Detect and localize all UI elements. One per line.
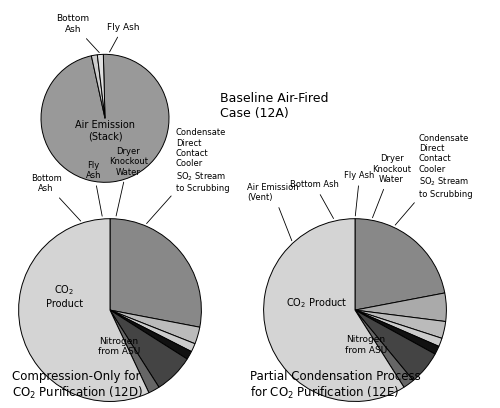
Wedge shape: [355, 310, 442, 346]
Wedge shape: [110, 310, 159, 393]
Wedge shape: [41, 54, 169, 182]
Text: Fly Ash: Fly Ash: [344, 171, 375, 216]
Wedge shape: [110, 310, 195, 352]
Wedge shape: [355, 310, 414, 387]
Text: Compression-Only for
CO$_2$ Purification (12D): Compression-Only for CO$_2$ Purification…: [12, 370, 143, 401]
Text: Bottom Ash: Bottom Ash: [290, 180, 339, 219]
Wedge shape: [18, 219, 149, 401]
Text: Air Emission
(Vent): Air Emission (Vent): [247, 183, 299, 241]
Text: Dryer
Knockout
Water: Dryer Knockout Water: [372, 154, 411, 218]
Text: Nitrogen
from ASU: Nitrogen from ASU: [98, 337, 140, 356]
Text: Dryer
Knockout
Water: Dryer Knockout Water: [109, 147, 148, 216]
Wedge shape: [110, 310, 187, 387]
Wedge shape: [264, 219, 404, 401]
Wedge shape: [355, 310, 439, 354]
Text: Bottom
Ash: Bottom Ash: [30, 174, 80, 221]
Text: Partial Condensation Process
for CO$_2$ Purification (12E): Partial Condensation Process for CO$_2$ …: [250, 370, 421, 401]
Text: Fly Ash: Fly Ash: [106, 23, 139, 52]
Text: Air Emission
(Stack): Air Emission (Stack): [75, 120, 135, 142]
Wedge shape: [355, 219, 445, 310]
Wedge shape: [110, 310, 192, 359]
Wedge shape: [355, 310, 446, 338]
Text: Condensate
Direct
Contact
Cooler
SO$_2$ Stream
to Scrubbing: Condensate Direct Contact Cooler SO$_2$ …: [146, 128, 230, 224]
Wedge shape: [98, 54, 105, 118]
Text: Baseline Air-Fired
Case (12A): Baseline Air-Fired Case (12A): [220, 92, 328, 120]
Wedge shape: [110, 219, 202, 327]
Wedge shape: [92, 55, 105, 118]
Text: CO$_2$ Product: CO$_2$ Product: [286, 296, 348, 310]
Text: CO$_2$
Product: CO$_2$ Product: [46, 284, 83, 309]
Wedge shape: [110, 310, 200, 344]
Wedge shape: [355, 293, 446, 322]
Text: Fly
Ash: Fly Ash: [86, 161, 102, 216]
Wedge shape: [355, 310, 435, 381]
Text: Condensate
Direct
Contact
Cooler
SO$_2$ Stream
to Scrubbing: Condensate Direct Contact Cooler SO$_2$ …: [395, 134, 472, 225]
Text: Bottom
Ash: Bottom Ash: [56, 14, 100, 53]
Text: Nitrogen
from ASU: Nitrogen from ASU: [345, 335, 387, 355]
